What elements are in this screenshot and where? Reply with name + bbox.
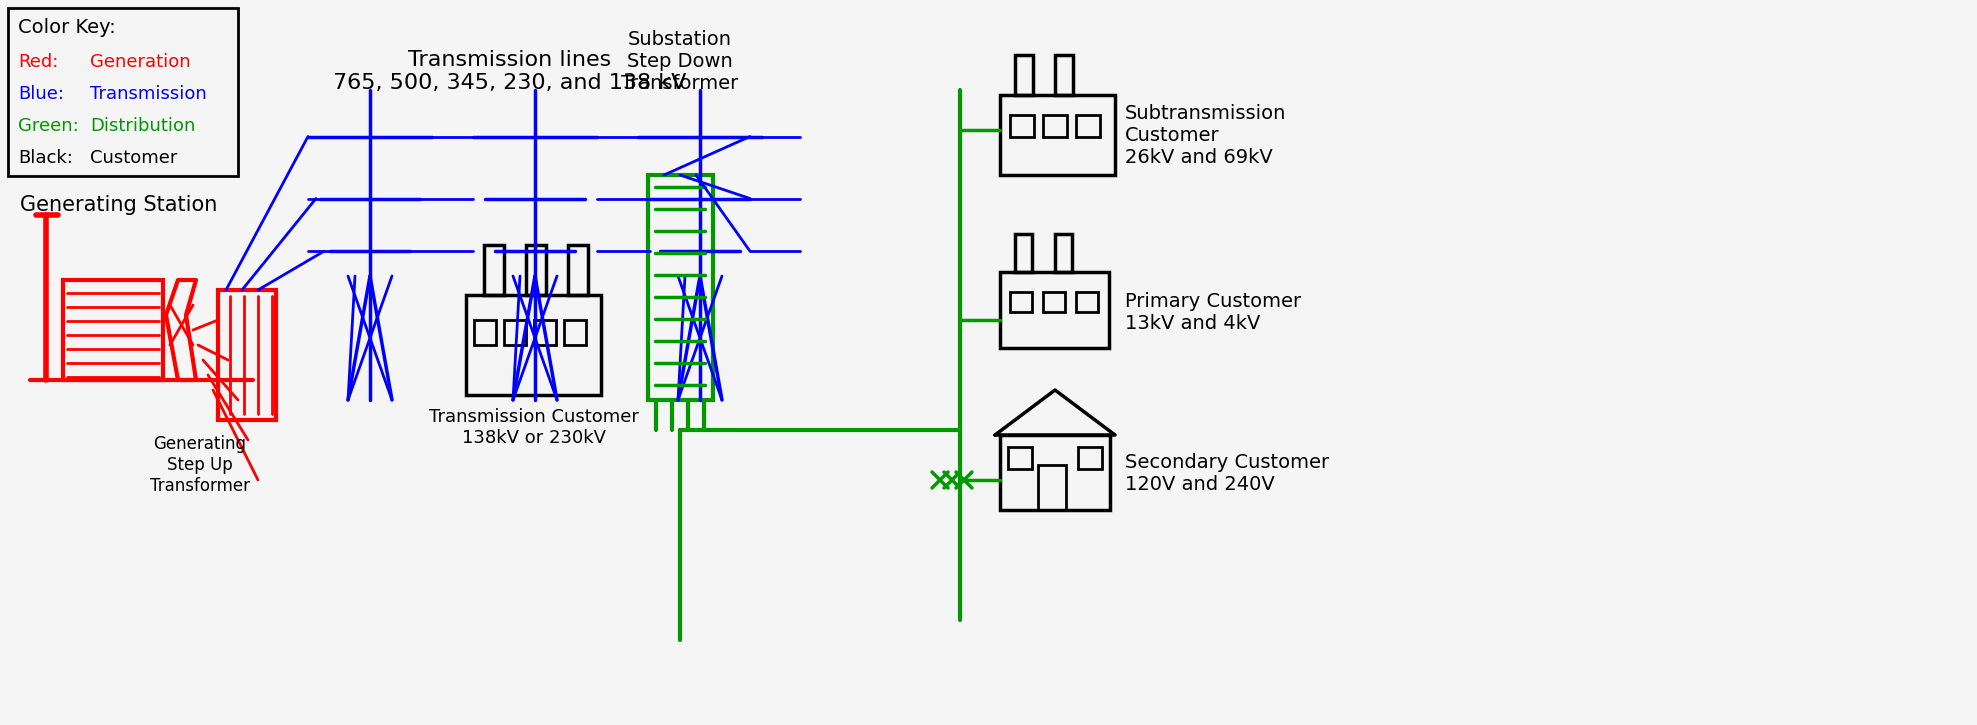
Text: Generating
Step Up
Transformer: Generating Step Up Transformer [150,435,249,494]
Text: Transmission Customer
138kV or 230kV: Transmission Customer 138kV or 230kV [429,408,639,447]
Bar [534,320,556,345]
Bar [1014,55,1034,95]
Bar [474,320,496,345]
Text: Green:: Green: [18,117,79,135]
Text: Generation: Generation [91,53,190,71]
Text: Distribution: Distribution [91,117,196,135]
Bar [1038,465,1066,510]
Bar [504,320,526,345]
Bar [467,295,601,395]
Text: Black:: Black: [18,149,73,167]
Bar [526,245,546,295]
Bar [1077,447,1101,469]
Bar [1000,435,1109,510]
Bar [1014,234,1032,272]
Text: Color Key:: Color Key: [18,18,117,37]
Bar [8,8,237,176]
Bar [563,320,585,345]
Text: Customer: Customer [91,149,178,167]
Bar [567,245,587,295]
Text: Blue:: Blue: [18,85,63,103]
Text: Substation
Step Down
Transformer: Substation Step Down Transformer [621,30,739,93]
Text: Primary Customer
13kV and 4kV: Primary Customer 13kV and 4kV [1125,291,1301,333]
Text: Subtransmission
Customer
26kV and 69kV: Subtransmission Customer 26kV and 69kV [1125,104,1287,167]
Bar [1000,95,1115,175]
Bar [484,245,504,295]
Bar [1056,234,1072,272]
Bar [1044,292,1066,312]
Text: Generating Station: Generating Station [20,195,217,215]
Bar [1056,55,1074,95]
Bar [1008,447,1032,469]
Text: Transmission: Transmission [91,85,208,103]
Text: Transmission lines
765, 500, 345, 230, and 138 kV: Transmission lines 765, 500, 345, 230, a… [334,50,686,94]
Bar [648,175,714,400]
Bar [1075,115,1099,137]
Bar [217,290,277,420]
Text: Red:: Red: [18,53,59,71]
Bar [1010,115,1034,137]
Bar [1075,292,1097,312]
Text: Secondary Customer
120V and 240V: Secondary Customer 120V and 240V [1125,452,1329,494]
Bar [1010,292,1032,312]
Bar [1000,272,1109,348]
Bar [1044,115,1068,137]
Bar [63,280,162,380]
